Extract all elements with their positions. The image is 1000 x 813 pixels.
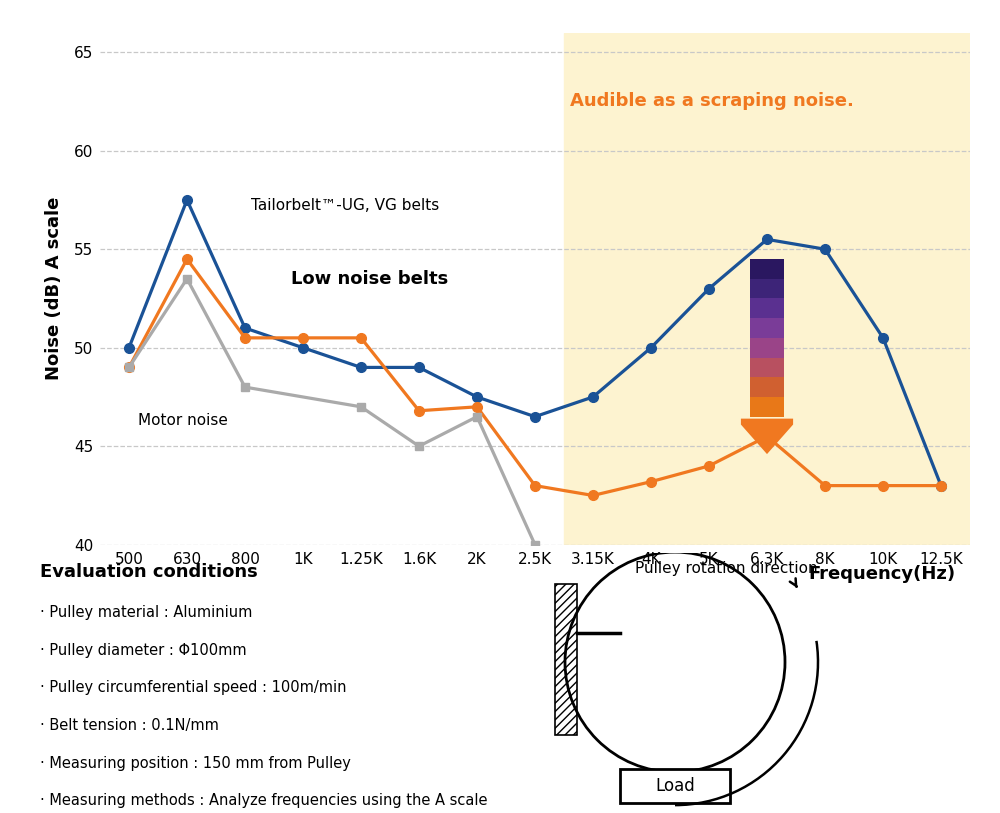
Text: · Measuring position : 150 mm from Pulley: · Measuring position : 150 mm from Pulle… bbox=[40, 756, 351, 771]
Bar bbox=[750, 377, 784, 397]
Bar bbox=[750, 338, 784, 358]
Text: Motor noise: Motor noise bbox=[138, 413, 228, 428]
Text: · Measuring methods : Analyze frequencies using the A scale: · Measuring methods : Analyze frequencie… bbox=[40, 793, 488, 808]
Bar bbox=[750, 298, 784, 318]
Bar bbox=[564, 33, 970, 545]
Text: Audible as a scraping noise.: Audible as a scraping noise. bbox=[570, 92, 854, 110]
Text: Tailorbelt™-UG, VG belts: Tailorbelt™-UG, VG belts bbox=[251, 198, 439, 213]
Bar bbox=[750, 318, 784, 338]
Text: Low noise belts: Low noise belts bbox=[291, 270, 449, 288]
Bar bbox=[750, 358, 784, 377]
Text: · Pulley diameter : Φ100mm: · Pulley diameter : Φ100mm bbox=[40, 642, 247, 658]
Text: · Pulley material : Aluminium: · Pulley material : Aluminium bbox=[40, 605, 252, 620]
Y-axis label: Noise (dB) A scale: Noise (dB) A scale bbox=[45, 197, 63, 380]
Text: Frequency(Hz): Frequency(Hz) bbox=[808, 565, 955, 583]
Bar bbox=[555, 584, 577, 735]
Bar bbox=[750, 397, 784, 416]
Bar bbox=[750, 259, 784, 279]
Text: · Belt tension : 0.1N/mm: · Belt tension : 0.1N/mm bbox=[40, 718, 219, 733]
Text: Load: Load bbox=[655, 776, 695, 794]
Text: · Pulley circumferential speed : 100m/min: · Pulley circumferential speed : 100m/mi… bbox=[40, 680, 347, 695]
Bar bbox=[750, 279, 784, 298]
FancyArrow shape bbox=[741, 419, 793, 454]
Text: Pulley rotation direction: Pulley rotation direction bbox=[635, 561, 818, 576]
Text: Evaluation conditions: Evaluation conditions bbox=[40, 563, 258, 581]
Bar bbox=[620, 769, 730, 802]
